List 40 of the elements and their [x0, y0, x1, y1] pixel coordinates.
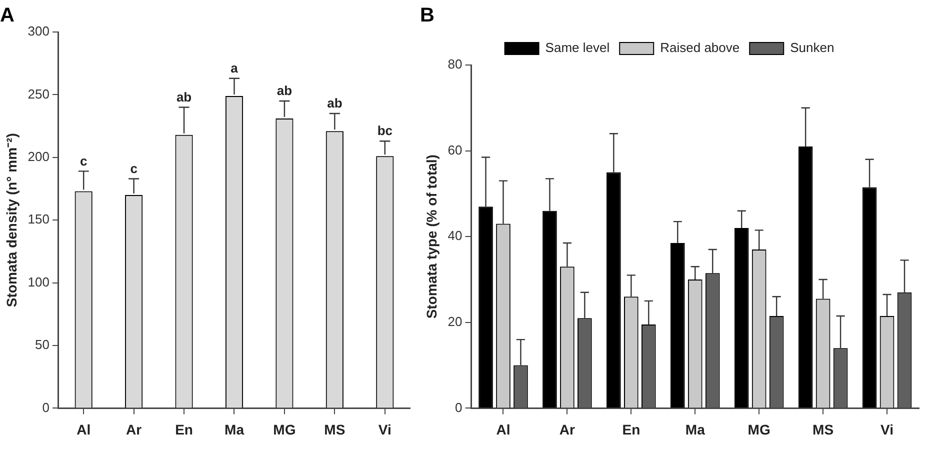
- x-tick-label: MS: [324, 421, 346, 438]
- y-tick-label: 0: [455, 400, 462, 415]
- annotation: ab: [176, 89, 192, 104]
- x-tick-label: Al: [496, 421, 510, 438]
- annotation: c: [130, 160, 138, 176]
- y-tick-label: 0: [42, 400, 50, 415]
- y-tick-label: 150: [28, 212, 50, 227]
- x-tick-label: Ma: [224, 421, 244, 438]
- y-axis-title: Stomata density (n° mm⁻²): [3, 133, 20, 308]
- x-tick-label: Vi: [378, 421, 392, 438]
- annotation: ab: [276, 83, 292, 98]
- y-axis-title: Stomata type (% of total): [423, 154, 440, 319]
- x-tick-label: MS: [812, 421, 834, 438]
- annotation: a: [230, 60, 239, 76]
- y-tick-label: 50: [35, 337, 50, 352]
- x-tick-label: Ar: [126, 421, 142, 438]
- legend-label: Raised above: [660, 40, 740, 56]
- y-tick-label: 80: [448, 56, 462, 72]
- y-tick-label: 20: [448, 314, 462, 329]
- y-tick-label: 100: [28, 274, 50, 290]
- y-tick-label: 40: [448, 228, 462, 244]
- x-tick-label: Al: [76, 421, 91, 438]
- legend-label: Sunken: [790, 40, 834, 56]
- chart-title: A: [0, 4, 14, 27]
- x-tick-label: Ar: [559, 421, 576, 438]
- legend-label: Same level: [545, 40, 610, 56]
- annotation: bc: [377, 123, 392, 138]
- x-tick-label: Ma: [685, 421, 706, 438]
- chart-title: B: [420, 4, 434, 27]
- y-tick-label: 200: [28, 148, 50, 164]
- y-tick-label: 300: [28, 24, 50, 39]
- x-tick-label: Vi: [880, 421, 894, 438]
- x-tick-label: MG: [748, 421, 770, 438]
- annotation: c: [80, 153, 88, 168]
- annotation: ab: [327, 96, 342, 111]
- x-tick-label: En: [622, 421, 640, 438]
- x-tick-label: En: [175, 421, 193, 438]
- y-tick-label: 250: [28, 86, 50, 102]
- y-tick-label: 60: [448, 142, 462, 158]
- x-tick-label: MG: [273, 421, 296, 438]
